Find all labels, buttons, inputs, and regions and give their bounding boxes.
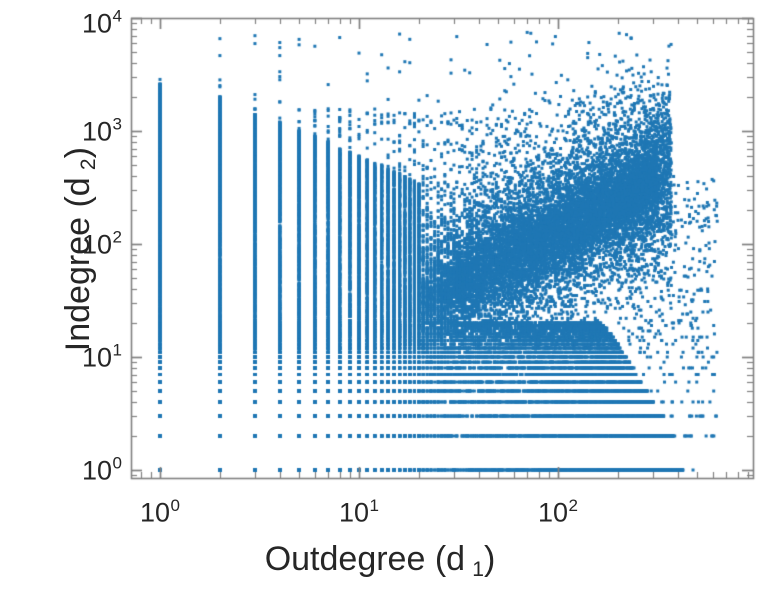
ytick-label-1: 100 — [81, 453, 122, 486]
xtick-label-10: 101 — [338, 496, 380, 528]
xtick-label-100: 102 — [537, 496, 579, 528]
xtick-label-1: 100 — [139, 496, 181, 528]
ytick-label-10: 101 — [81, 340, 122, 373]
ytick-label-1000: 103 — [81, 114, 122, 147]
x-axis-label: Outdegree (d 1) — [264, 540, 496, 582]
ytick-label-10000: 104 — [81, 6, 122, 39]
y-axis-label: Indegree (d2) — [58, 147, 101, 352]
ytick-label-100: 102 — [81, 227, 122, 260]
